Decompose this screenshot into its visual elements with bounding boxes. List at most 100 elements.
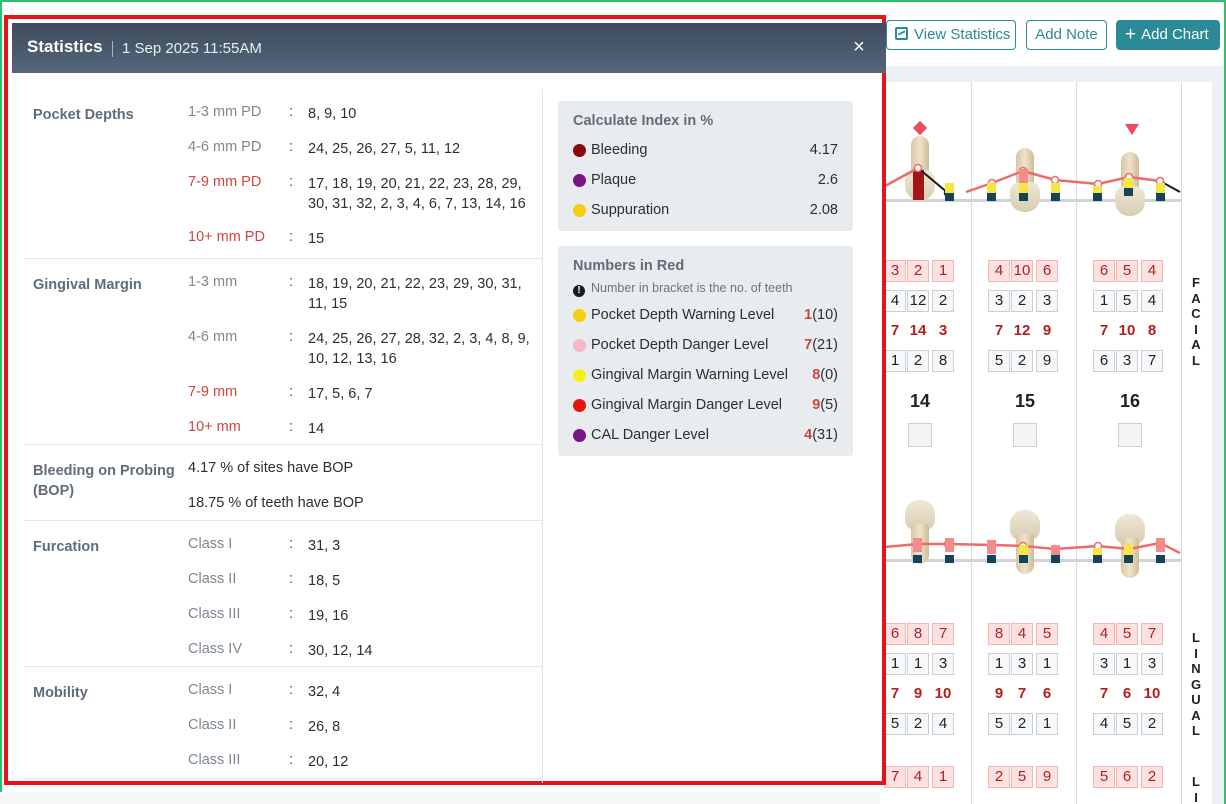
- level-count: 4: [804, 427, 813, 443]
- measurement-cell[interactable]: 4: [1011, 623, 1033, 645]
- close-icon[interactable]: ×: [853, 36, 865, 58]
- index-row: Plaque 2.6: [573, 171, 838, 193]
- measurement-cell[interactable]: 4: [1093, 623, 1115, 645]
- measurement-cell[interactable]: 1: [932, 766, 954, 788]
- view-statistics-button[interactable]: View Statistics: [886, 20, 1016, 50]
- measurement-cell[interactable]: 3: [1093, 653, 1115, 675]
- stat-row: 10+ mm:14: [23, 404, 543, 439]
- measurement-cell[interactable]: 5: [988, 713, 1010, 735]
- measurement-cell[interactable]: 2: [988, 766, 1010, 788]
- measurement-cell[interactable]: 8: [932, 350, 954, 372]
- measurement-cell[interactable]: 5: [1116, 623, 1138, 645]
- measurement-cell[interactable]: 5: [1036, 623, 1058, 645]
- stat-value: 31, 3: [308, 538, 341, 554]
- gum-marker: [945, 555, 954, 563]
- measurement-cell[interactable]: 4: [1141, 260, 1163, 282]
- bracket-note: ! Number in bracket is the no. of teeth: [573, 281, 793, 297]
- measurement-cell[interactable]: 6: [1116, 766, 1138, 788]
- measurement-cell[interactable]: 1: [884, 350, 906, 372]
- measurement-cell[interactable]: 7: [932, 623, 954, 645]
- measurement-cell[interactable]: 5: [1116, 260, 1138, 282]
- measurement-cell[interactable]: 10: [1011, 260, 1033, 282]
- measurement-cell[interactable]: 3: [1116, 350, 1138, 372]
- gum-marker: [1124, 555, 1133, 563]
- measurement-cell[interactable]: 1: [988, 653, 1010, 675]
- stat-value: 15: [308, 231, 325, 247]
- measurement-cell[interactable]: 4: [907, 766, 929, 788]
- measurement-cell[interactable]: 5: [1011, 766, 1033, 788]
- stat-value: 30, 12, 14: [308, 643, 373, 659]
- measurement-cell[interactable]: 7: [884, 766, 906, 788]
- measurement-cell[interactable]: 2: [1141, 713, 1163, 735]
- stat-value: 17, 18, 19, 20, 21, 22, 23, 28, 29, 30, …: [308, 176, 526, 212]
- stat-row: Class II:18, 5: [23, 556, 543, 591]
- measurement-cell[interactable]: 2: [907, 260, 929, 282]
- measurement-cell[interactable]: 1: [1116, 653, 1138, 675]
- measurement-cell[interactable]: 4: [932, 713, 954, 735]
- measurement-cell[interactable]: 4: [1141, 290, 1163, 312]
- measurement-cell[interactable]: 6: [1093, 350, 1115, 372]
- stat-value: 18, 19, 20, 21, 22, 23, 29, 30, 31, 11, …: [308, 276, 522, 312]
- measurement-cell[interactable]: 1: [884, 653, 906, 675]
- measurement-cell[interactable]: 4: [884, 290, 906, 312]
- measurement-cell[interactable]: 6: [1093, 260, 1115, 282]
- box-title: Calculate Index in %: [573, 113, 714, 129]
- tooth-checkbox[interactable]: [1013, 423, 1037, 447]
- stat-value: 26, 8: [308, 719, 341, 735]
- measurement-cell[interactable]: 9: [1036, 350, 1058, 372]
- measurement-cell[interactable]: 3: [884, 260, 906, 282]
- stat-row: Class IV:30, 12, 14: [23, 626, 543, 661]
- stat-label: 1-3 mm: [188, 274, 238, 290]
- measurement-cell[interactable]: 4: [988, 260, 1010, 282]
- add-note-button[interactable]: Add Note: [1026, 20, 1107, 50]
- measurement-cell[interactable]: 6: [884, 623, 906, 645]
- measurement-cell[interactable]: 7: [1141, 623, 1163, 645]
- section-title: Bleeding on Probing (BOP): [33, 463, 175, 499]
- index-value: 2.6: [817, 172, 838, 188]
- stat-value: 17, 5, 6, 7: [308, 386, 373, 402]
- stat-colon: :: [289, 752, 294, 768]
- measurement-cell[interactable]: 12: [907, 290, 929, 312]
- measurement-cell[interactable]: 1: [907, 653, 929, 675]
- measurement-cell[interactable]: 3: [1036, 290, 1058, 312]
- info-icon: !: [573, 285, 585, 297]
- measurement-cell[interactable]: 4: [1093, 713, 1115, 735]
- measurement-cell[interactable]: 2: [1141, 766, 1163, 788]
- measurement-cell[interactable]: 9: [1036, 766, 1058, 788]
- measurement-cell[interactable]: 5: [988, 350, 1010, 372]
- tooth-checkbox[interactable]: [1118, 423, 1142, 447]
- measurement-cell: 7: [1099, 322, 1109, 339]
- measurement-cell[interactable]: 3: [1141, 653, 1163, 675]
- measurement-cell[interactable]: 2: [932, 290, 954, 312]
- legend-dot: [573, 369, 586, 382]
- level-teeth: (21): [812, 337, 838, 353]
- measurement-cell[interactable]: 2: [907, 713, 929, 735]
- stat-row: 1-3 mm:18, 19, 20, 21, 22, 23, 29, 30, 3…: [23, 259, 543, 314]
- index-value: 4.17: [809, 142, 838, 158]
- measurement-cell[interactable]: 1: [1036, 653, 1058, 675]
- measurement-cell[interactable]: 8: [907, 623, 929, 645]
- level-label: Pocket Depth Danger Level: [591, 337, 769, 353]
- measurement-cell[interactable]: 3: [988, 290, 1010, 312]
- gum-marker: [1156, 555, 1165, 563]
- measurement-cell[interactable]: 2: [1011, 290, 1033, 312]
- measurement-cell[interactable]: 2: [1011, 350, 1033, 372]
- measurement-cell[interactable]: 5: [884, 713, 906, 735]
- tooth-checkbox[interactable]: [908, 423, 932, 447]
- measurement-cell[interactable]: 3: [932, 653, 954, 675]
- measurement-cell[interactable]: 7: [1141, 350, 1163, 372]
- measurement-cell[interactable]: 1: [1093, 290, 1115, 312]
- measurement-cell[interactable]: 8: [988, 623, 1010, 645]
- add-chart-button[interactable]: + Add Chart: [1116, 20, 1220, 50]
- measurement-cell[interactable]: 6: [1036, 260, 1058, 282]
- measurement-cell[interactable]: 2: [907, 350, 929, 372]
- measurement-cell[interactable]: 5: [1093, 766, 1115, 788]
- measurement-cell[interactable]: 2: [1011, 713, 1033, 735]
- measurement-cell[interactable]: 1: [1036, 713, 1058, 735]
- measurement-cell[interactable]: 3: [1011, 653, 1033, 675]
- measurement-cell: 9: [1042, 322, 1052, 339]
- measurement-cell[interactable]: 5: [1116, 290, 1138, 312]
- measurement-cell[interactable]: 5: [1116, 713, 1138, 735]
- measurement-cell[interactable]: 1: [932, 260, 954, 282]
